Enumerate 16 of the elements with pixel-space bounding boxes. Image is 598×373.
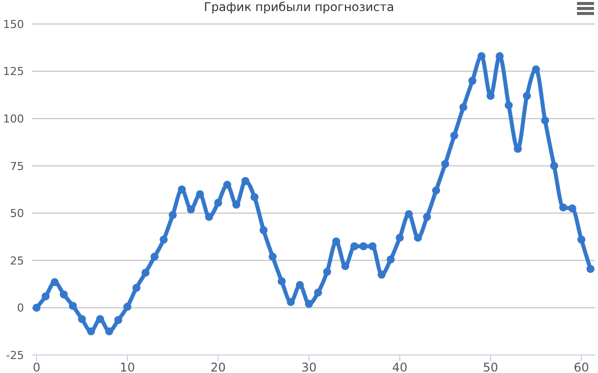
y-tick-label: 125 (3, 65, 24, 78)
y-tick-label: 100 (3, 112, 24, 126)
x-tick-label: 20 (210, 360, 226, 373)
y-tick-label: 50 (10, 207, 24, 220)
x-tick-label: 50 (482, 360, 498, 373)
y-tick-label: 0 (17, 302, 24, 315)
x-tick-label: 30 (301, 360, 317, 373)
x-tick-label: 40 (392, 360, 408, 373)
x-tick-label: 10 (120, 360, 135, 373)
y-tick-label: 75 (10, 160, 24, 173)
chart-title: График прибыли прогнозиста (202, 0, 396, 14)
y-tick-label: 150 (3, 18, 24, 31)
y-tick-label: 25 (10, 254, 24, 268)
x-tick-label: 0 (32, 360, 40, 373)
x-tick-label: 60 (574, 360, 590, 373)
y-tick-label: -25 (6, 348, 24, 362)
